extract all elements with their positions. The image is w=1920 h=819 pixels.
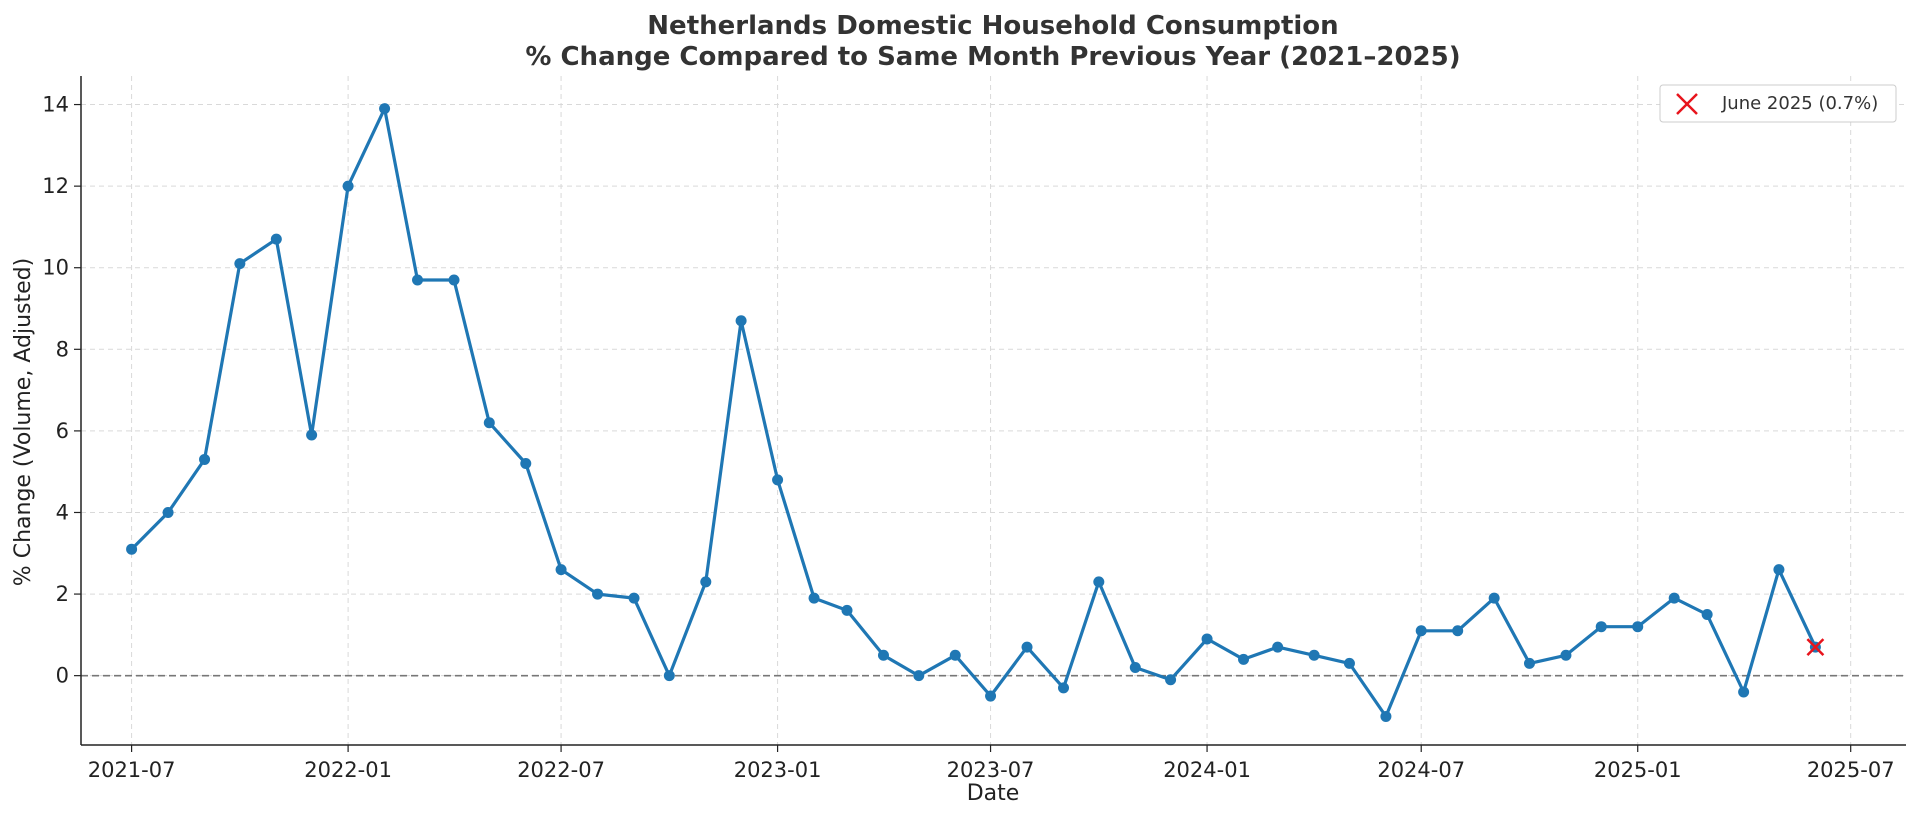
data-point [306, 429, 318, 441]
x-tick-label: 2025-07 [1807, 758, 1895, 782]
x-tick-label: 2023-01 [734, 758, 822, 782]
data-point [592, 588, 604, 600]
x-tick-label: 2021-07 [88, 758, 176, 782]
data-point [199, 453, 211, 465]
y-tick-label: 6 [56, 419, 69, 443]
highlight-group [1806, 638, 1825, 656]
data-point [1129, 661, 1141, 673]
data-point [1773, 564, 1785, 576]
chart-title-line2: % Change Compared to Same Month Previous… [525, 42, 1460, 72]
highlight-marker-stroke [1806, 638, 1825, 656]
data-point [949, 649, 961, 661]
data-point [483, 417, 495, 429]
data-point [735, 315, 747, 327]
x-tick-label: 2025-01 [1594, 758, 1682, 782]
data-point [985, 690, 997, 702]
data-point [913, 670, 925, 682]
legend-label: June 2025 (0.7%) [1721, 93, 1878, 114]
data-point [1380, 710, 1392, 722]
x-tick-label: 2022-07 [517, 758, 605, 782]
x-axis-label: Date [967, 781, 1020, 806]
data-point [877, 649, 889, 661]
data-point [1452, 625, 1464, 637]
data-point [1308, 649, 1320, 661]
data-point [1272, 641, 1284, 653]
grid [81, 76, 1906, 745]
data-point [1668, 592, 1680, 604]
legend-x-marker-icon [1676, 93, 1698, 115]
data-point [1058, 682, 1070, 694]
data-point [1093, 576, 1105, 588]
data-point [1343, 657, 1355, 669]
data-point [1632, 621, 1644, 633]
data-point [555, 564, 567, 576]
y-tick-label: 10 [42, 256, 69, 280]
y-tick-label: 4 [56, 500, 69, 524]
y-tick-label: 0 [56, 664, 69, 688]
y-tick-label: 12 [42, 174, 69, 198]
data-point [448, 274, 460, 286]
y-tick-label: 2 [56, 582, 69, 606]
data-point [1701, 608, 1713, 620]
y-axis-label: % Change (Volume, Adjusted) [11, 258, 36, 586]
data-point [1165, 674, 1177, 686]
chart-title-line1: Netherlands Domestic Household Consumpti… [647, 11, 1338, 41]
x-tick-label: 2024-01 [1163, 758, 1251, 782]
data-point [1488, 592, 1500, 604]
data-point [412, 274, 424, 286]
data-point [1415, 625, 1427, 637]
legend: June 2025 (0.7%) [1659, 84, 1897, 123]
data-point [162, 506, 174, 518]
data-point [234, 258, 246, 270]
legend-box [1659, 84, 1897, 123]
data-point [1560, 649, 1572, 661]
x-tick-label: 2022-01 [304, 758, 392, 782]
data-point [1738, 686, 1750, 698]
data-point [1201, 633, 1213, 645]
data-point [342, 180, 354, 192]
data-point [663, 670, 675, 682]
y-tick-label: 14 [42, 93, 69, 117]
data-point [1021, 641, 1033, 653]
data-point [772, 474, 784, 486]
data-point [1595, 621, 1607, 633]
data-point [808, 592, 820, 604]
data-point [841, 604, 853, 616]
axes: 0 2 4 6 8 10 12 14 2021-07 2022-01 2022-07 2023-01 2… [42, 76, 1906, 782]
y-tick-label: 8 [56, 337, 69, 361]
series-group [126, 103, 1821, 722]
data-point [270, 233, 282, 245]
x-tick-label: 2024-07 [1377, 758, 1465, 782]
data-point [520, 458, 532, 470]
data-point [628, 592, 640, 604]
data-point [700, 576, 712, 588]
data-point [1238, 653, 1250, 665]
data-point [379, 103, 391, 115]
data-point [1523, 657, 1535, 669]
x-tick-label: 2023-07 [947, 758, 1035, 782]
data-point [126, 543, 138, 555]
series-line [130, 106, 1817, 719]
